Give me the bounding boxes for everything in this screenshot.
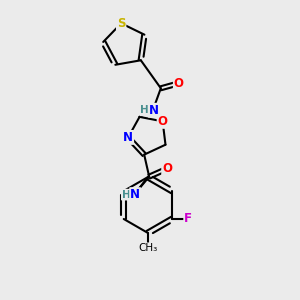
Text: H: H (122, 190, 130, 200)
Text: H: H (140, 105, 149, 115)
Text: N: N (123, 131, 133, 144)
Text: N: N (149, 104, 159, 117)
Text: N: N (130, 188, 140, 201)
Text: S: S (117, 17, 125, 30)
Text: O: O (174, 77, 184, 90)
Text: CH₃: CH₃ (138, 243, 158, 253)
Text: O: O (158, 115, 168, 128)
Text: F: F (184, 212, 192, 226)
Text: O: O (162, 162, 172, 175)
